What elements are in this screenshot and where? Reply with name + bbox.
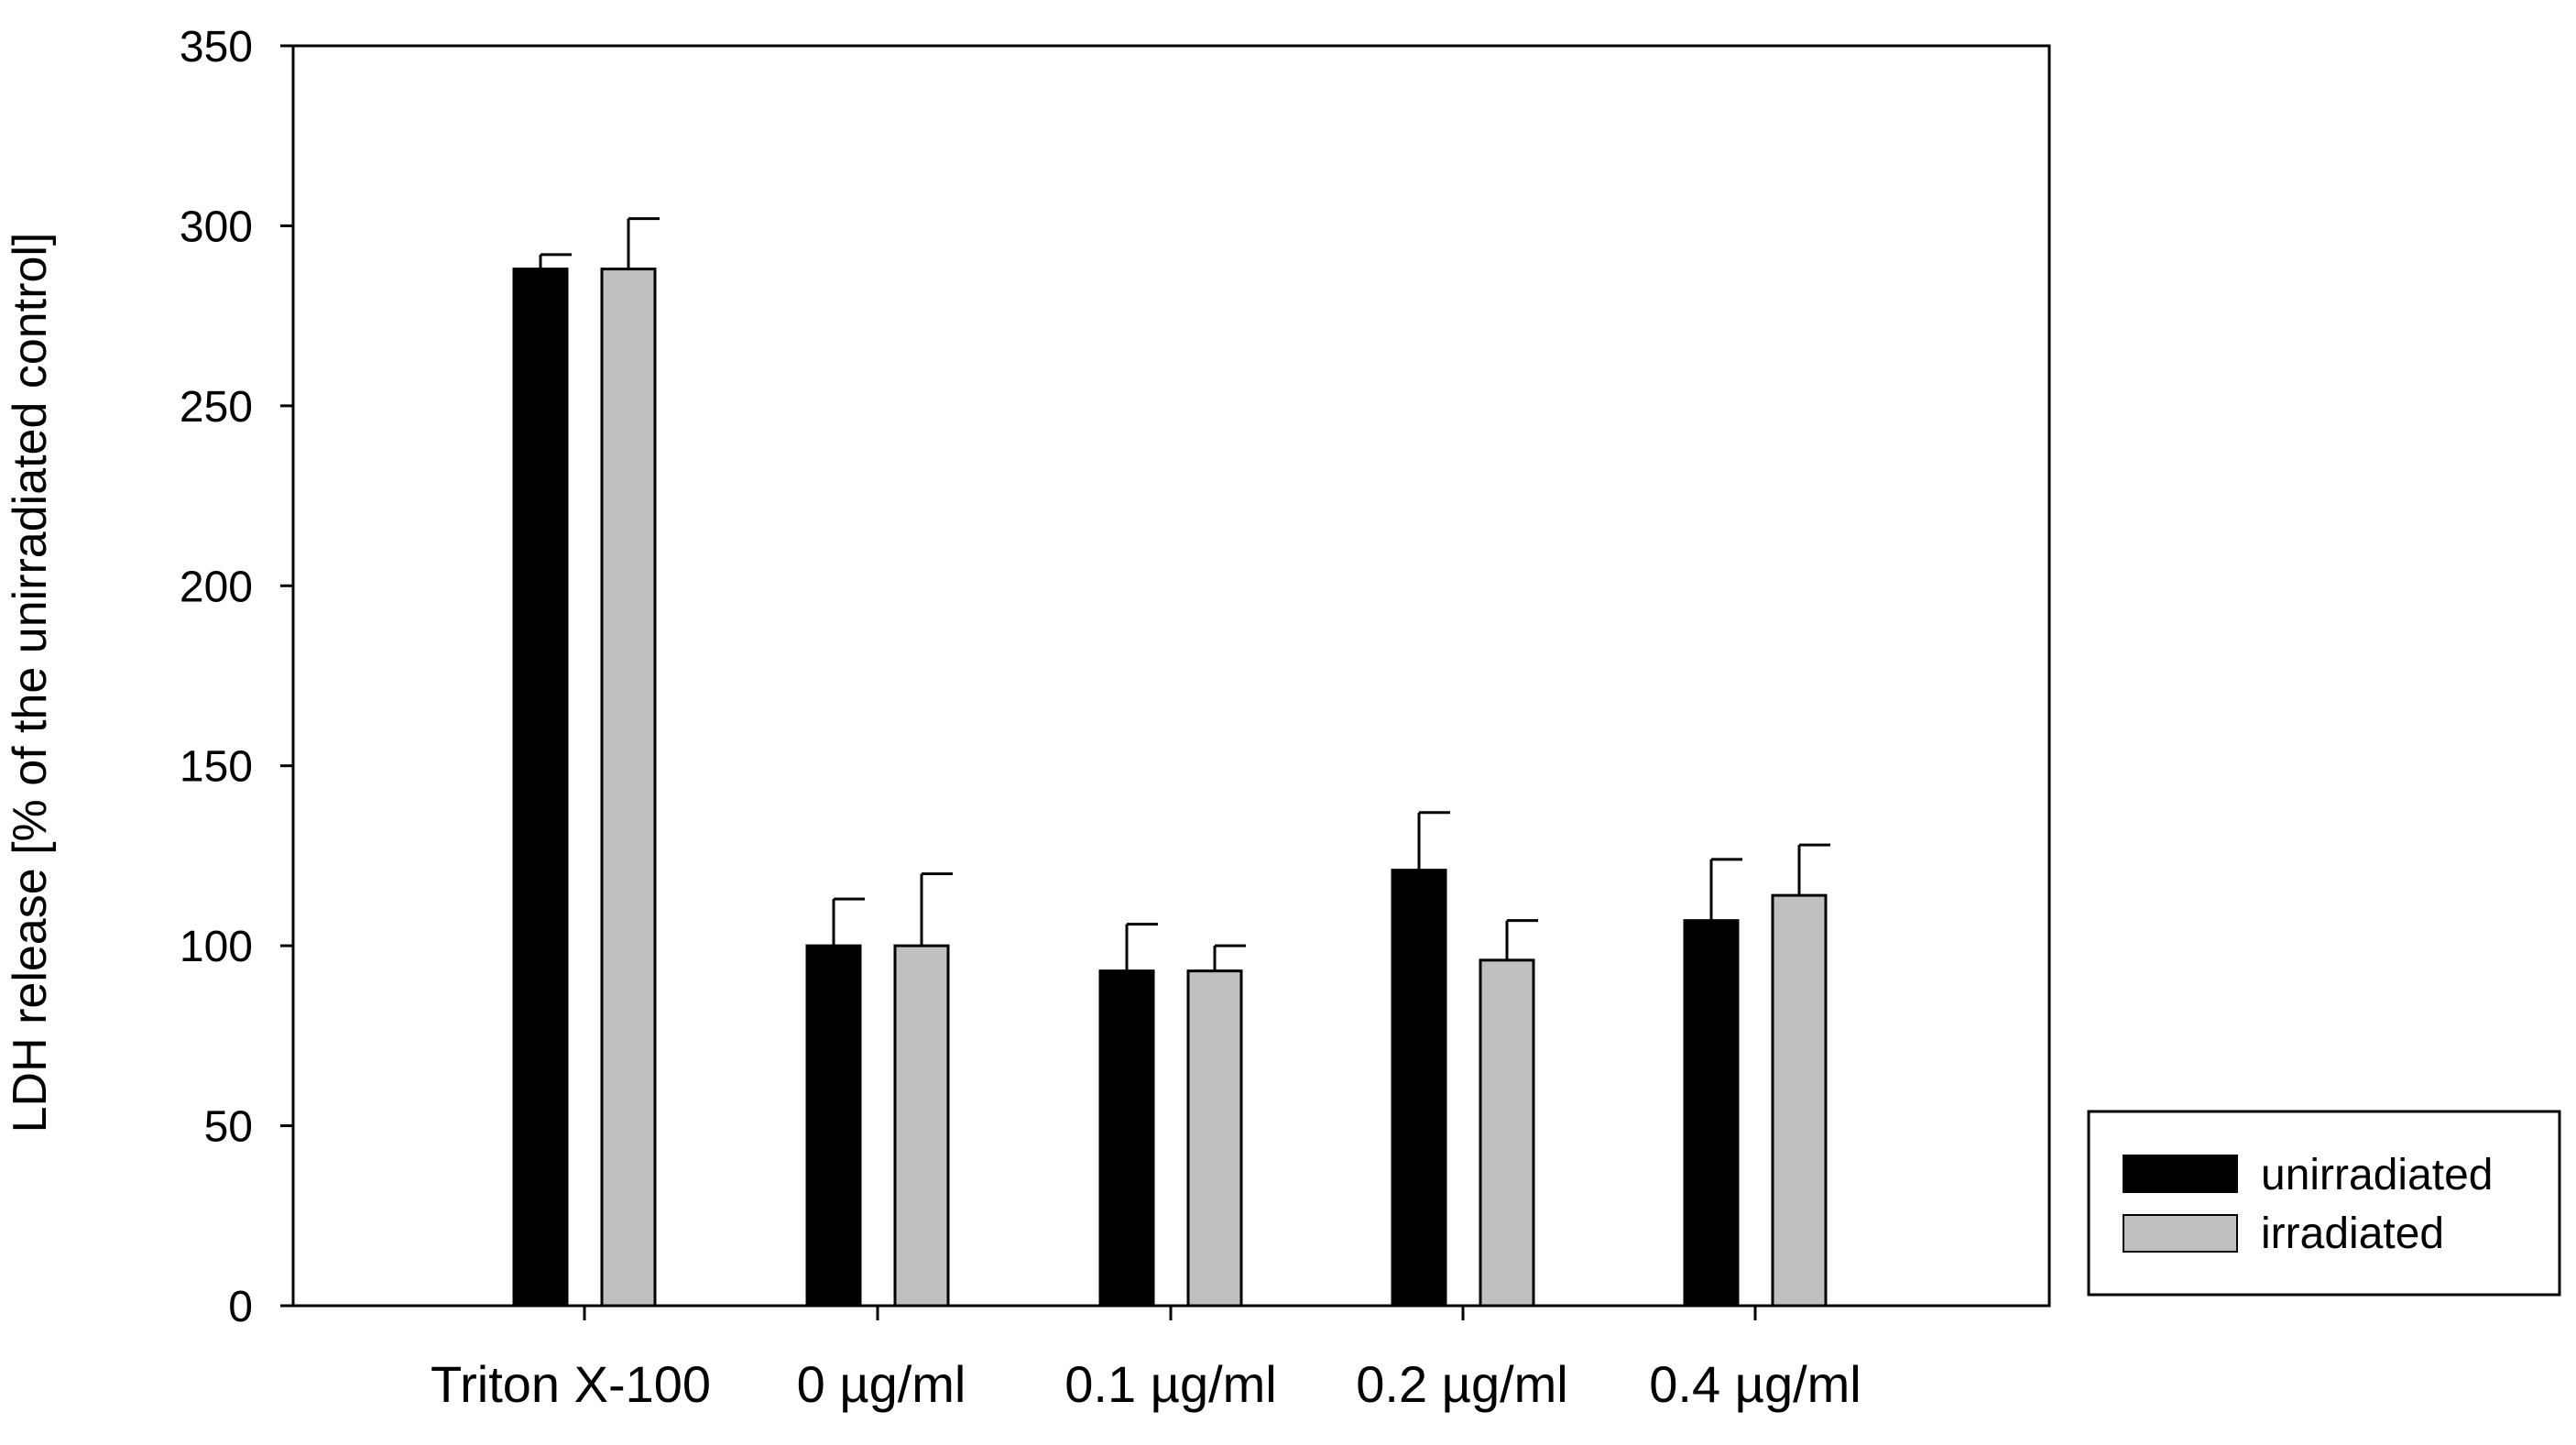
legend-swatch-unirradiated — [2123, 1155, 2238, 1193]
x-tick-label: 0.4 µg/ml — [1649, 1355, 1861, 1413]
y-tick-label: 350 — [180, 23, 253, 71]
bar-unirradiated — [805, 944, 862, 1308]
bar-unirradiated — [1098, 969, 1155, 1308]
y-axis-label: LDH release [% of the unirradiated contr… — [4, 233, 57, 1133]
legend-label-irradiated: irradiated — [2261, 1210, 2444, 1258]
y-tick-label: 100 — [180, 923, 253, 971]
x-tick-label: 0.1 µg/ml — [1064, 1355, 1276, 1413]
y-tick-label: 0 — [228, 1283, 253, 1331]
bar-unirradiated — [512, 268, 569, 1308]
y-tick-label: 250 — [180, 383, 253, 432]
plot-area: 0 50 100 150 200 250 300 350 Triton X-100 0 µg/ml… — [180, 23, 2051, 1413]
x-tick-label: 0.2 µg/ml — [1356, 1355, 1567, 1413]
bar-irradiated — [893, 944, 950, 1308]
legend-box — [2087, 1110, 2561, 1297]
legend-swatch-irradiated — [2123, 1214, 2238, 1253]
y-tick-label: 300 — [180, 203, 253, 251]
bar-irradiated — [1479, 958, 1535, 1308]
bar-unirradiated — [1683, 919, 1740, 1308]
y-tick-label: 50 — [204, 1103, 253, 1152]
bar-irradiated — [1186, 969, 1243, 1308]
bar-irradiated — [1771, 893, 1828, 1308]
y-tick-label: 150 — [180, 743, 253, 792]
y-tick-label: 200 — [180, 563, 253, 611]
legend-label-unirradiated: unirradiated — [2261, 1151, 2494, 1199]
bar-irradiated — [600, 268, 657, 1308]
x-tick-label: Triton X-100 — [431, 1355, 711, 1413]
legend: unirradiated irradiated — [2087, 1110, 2561, 1297]
bar-unirradiated — [1391, 869, 1447, 1308]
x-tick-label: 0 µg/ml — [797, 1355, 966, 1413]
